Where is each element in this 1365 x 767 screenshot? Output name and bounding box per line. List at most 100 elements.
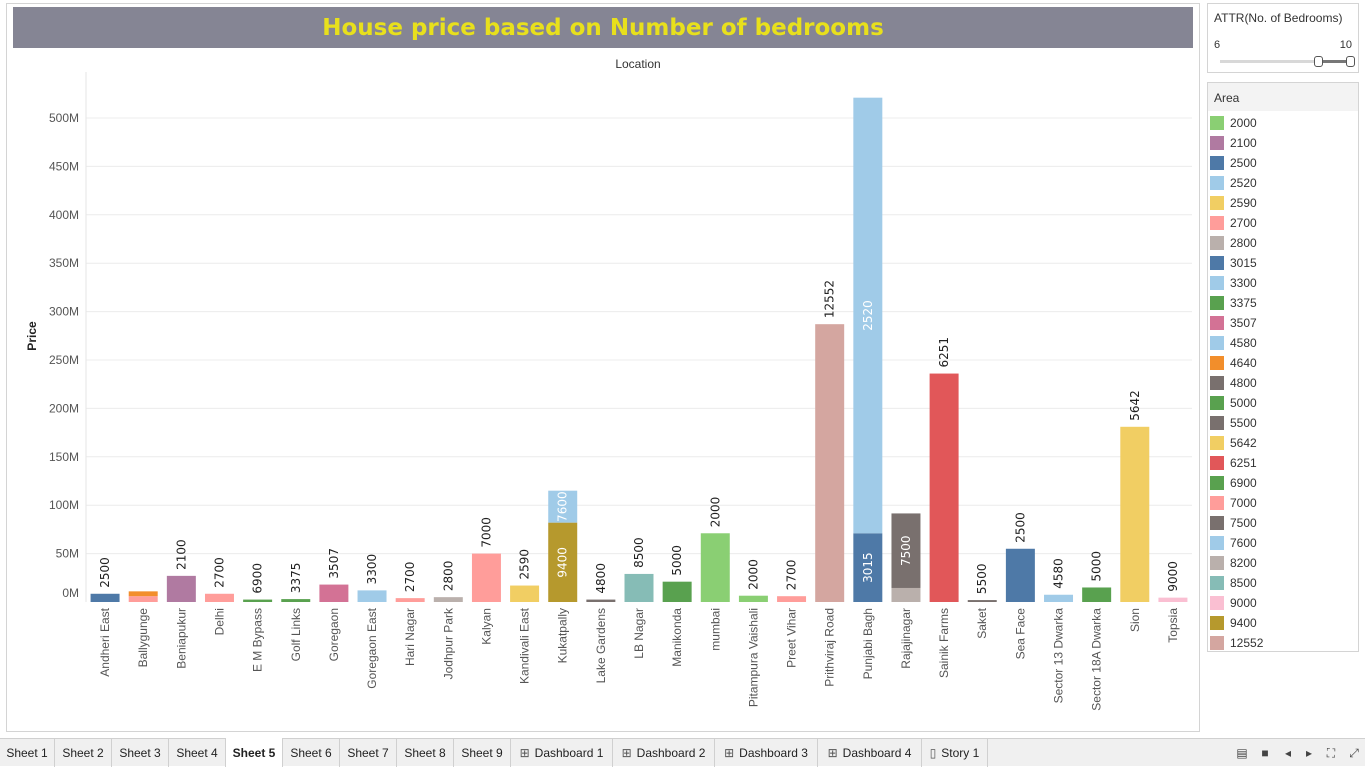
slider-handle-high[interactable]: [1346, 56, 1355, 67]
legend-item[interactable]: 2000: [1210, 113, 1257, 133]
next-sheet-icon[interactable]: ▸: [1305, 746, 1313, 760]
legend-swatch: [1210, 456, 1224, 470]
legend-label: 2700: [1230, 216, 1257, 230]
bar-segment: [967, 600, 997, 602]
legend-item[interactable]: 6900: [1210, 473, 1257, 493]
legend-item[interactable]: 7000: [1210, 493, 1257, 513]
sheet-tab[interactable]: Sheet 3: [112, 739, 169, 767]
legend-label: 12552: [1230, 636, 1264, 650]
legend-item[interactable]: 2100: [1210, 133, 1257, 153]
legend-swatch: [1210, 256, 1224, 270]
sheet-tab-label: Sheet 2: [62, 746, 104, 760]
story-icon: ▯: [929, 746, 937, 760]
legend-item[interactable]: 6251: [1210, 453, 1257, 473]
bar-data-label: 5000: [670, 545, 684, 576]
legend-item[interactable]: 5500: [1210, 413, 1257, 433]
sheet-tab[interactable]: ⊞ Dashboard 1: [511, 739, 613, 767]
bar-segment: [1044, 594, 1074, 602]
bar-data-label: 6251: [937, 337, 951, 368]
y-tick-label: 0M: [62, 586, 79, 600]
legend-item[interactable]: 3507: [1210, 313, 1257, 333]
sheet-tab[interactable]: ⊞ Dashboard 4: [818, 739, 922, 767]
bar-data-label: 6900: [251, 563, 265, 594]
legend-item[interactable]: 2800: [1210, 233, 1257, 253]
sheet-tab[interactable]: Sheet 6: [283, 739, 340, 767]
sheet-tab[interactable]: Sheet 1: [0, 739, 55, 767]
legend-item[interactable]: 5642: [1210, 433, 1257, 453]
fit-icon[interactable]: ⤢: [1349, 745, 1359, 760]
legend-item[interactable]: 3015: [1210, 253, 1257, 273]
legend-item[interactable]: 5000: [1210, 393, 1257, 413]
legend-swatch: [1210, 496, 1224, 510]
bar-data-label: 2100: [174, 539, 188, 570]
bar-data-label: 2800: [441, 561, 455, 592]
bar-data-label: 3507: [327, 548, 341, 579]
slider-handle-low[interactable]: [1313, 56, 1323, 67]
legend-swatch: [1210, 336, 1224, 350]
prev-sheet-icon[interactable]: ◂: [1284, 746, 1292, 760]
sheet-tab[interactable]: Sheet 8: [397, 739, 454, 767]
legend-item[interactable]: 4580: [1210, 333, 1257, 353]
legend-label: 7600: [1230, 536, 1257, 550]
bar-segment: [891, 513, 921, 588]
legend-item[interactable]: 9400: [1210, 613, 1257, 633]
x-tick-label: Sainik Farms: [937, 608, 951, 678]
sheet-tab-bar: Sheet 1 Sheet 2 Sheet 3 Sheet 4 Sheet 5 Sheet…: [0, 738, 1365, 767]
legend-swatch: [1210, 276, 1224, 290]
y-tick-label: 350M: [49, 256, 79, 270]
legend-label: 4800: [1230, 376, 1257, 390]
sheet-tab[interactable]: ⊞ Dashboard 3: [715, 739, 818, 767]
sheet-tab[interactable]: Sheet 9: [454, 739, 511, 767]
slider-track[interactable]: [1220, 60, 1350, 63]
legend-item[interactable]: 4800: [1210, 373, 1257, 393]
legend-label: 3015: [1230, 256, 1257, 270]
sheet-sorter-icon[interactable]: ■: [1261, 746, 1269, 760]
bar-data-label: 4580: [1052, 558, 1066, 589]
legend-label: 2100: [1230, 136, 1257, 150]
legend-item[interactable]: 2590: [1210, 193, 1257, 213]
legend-item[interactable]: 3375: [1210, 293, 1257, 313]
legend-label: 4640: [1230, 356, 1257, 370]
sheet-tab[interactable]: ▯ Story 1: [922, 739, 988, 767]
legend-label: 8200: [1230, 556, 1257, 570]
sheet-tab[interactable]: Sheet 2: [55, 739, 112, 767]
bar-segment: [281, 599, 311, 602]
bar-chart[interactable]: Location Price 0M 50M 100M 150M 200M 250M 300M 35…: [0, 0, 1200, 735]
legend-item[interactable]: 9000: [1210, 593, 1257, 613]
legend-label: 2800: [1230, 236, 1257, 250]
legend-item[interactable]: 12552: [1210, 633, 1263, 653]
sheet-tab-label: Sheet 5: [232, 745, 276, 760]
x-tick-label: Golf Links: [289, 608, 303, 661]
grid-icon: ⊞: [724, 746, 735, 760]
legend-item[interactable]: 8500: [1210, 573, 1257, 593]
x-tick-label: Goregaon East: [365, 607, 379, 688]
legend-label: 7000: [1230, 496, 1257, 510]
legend-item[interactable]: 7500: [1210, 513, 1257, 533]
legend-item[interactable]: 3300: [1210, 273, 1257, 293]
legend-item[interactable]: 2520: [1210, 173, 1257, 193]
bedroom-filter-card: ATTR(No. of Bedrooms) 6 10: [1207, 3, 1359, 73]
legend-item[interactable]: 2700: [1210, 213, 1257, 233]
legend-label: 9000: [1230, 596, 1257, 610]
sheet-tab[interactable]: Sheet 5: [226, 738, 283, 767]
fullscreen-icon[interactable]: ⛶: [1326, 745, 1336, 760]
bar-segment: [319, 584, 349, 602]
legend-item[interactable]: 8200: [1210, 553, 1257, 573]
bar-data-label: 2500: [1013, 512, 1027, 543]
legend-label: 5642: [1230, 436, 1257, 450]
slider-min-label: 6: [1214, 39, 1221, 51]
sheet-tab[interactable]: Sheet 4: [169, 739, 226, 767]
x-tick-label: LB Nagar: [632, 608, 646, 659]
legend-item[interactable]: 2500: [1210, 153, 1257, 173]
tab-list-icon[interactable]: ▤: [1236, 746, 1248, 760]
sheet-tab[interactable]: Sheet 7: [340, 739, 397, 767]
bar-data-label: 2700: [403, 562, 417, 593]
slider-title: ATTR(No. of Bedrooms): [1214, 11, 1343, 25]
sheet-tab[interactable]: ⊞ Dashboard 2: [613, 739, 715, 767]
legend-item[interactable]: 7600: [1210, 533, 1257, 553]
x-tick-label: E M Bypass: [251, 608, 265, 672]
bar-data-label: 2700: [212, 557, 226, 588]
y-tick-label: 450M: [49, 159, 79, 173]
sheet-tab-label: Dashboard 1: [534, 746, 604, 760]
legend-item[interactable]: 4640: [1210, 353, 1257, 373]
